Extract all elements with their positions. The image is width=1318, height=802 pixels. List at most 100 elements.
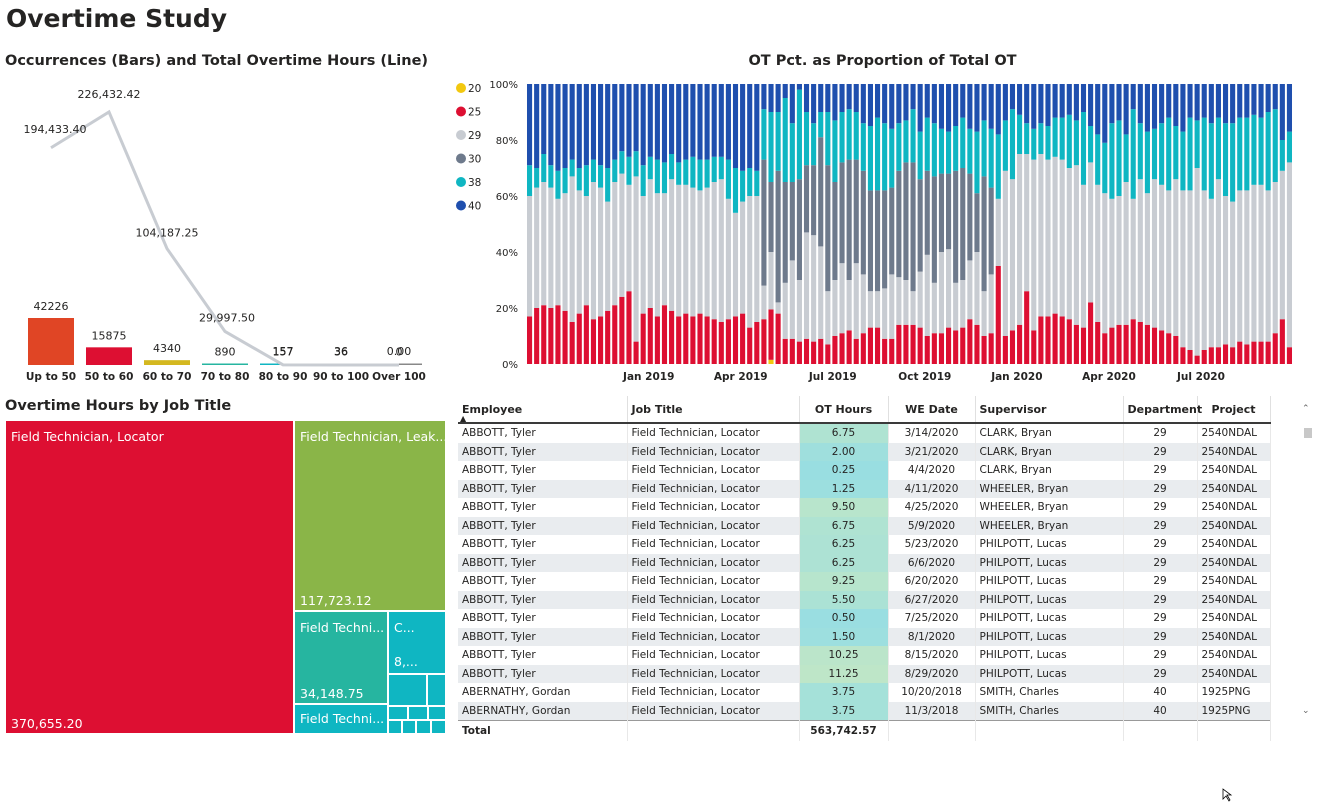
stack-segment-40[interactable]	[669, 84, 675, 154]
stack-segment-25[interactable]	[626, 291, 632, 364]
stack-segment-29[interactable]	[995, 198, 1001, 266]
stack-segment-40[interactable]	[1095, 84, 1101, 135]
table-row[interactable]: ABBOTT, Tyler Field Technician, Locator 9.…	[458, 498, 1271, 517]
stack-segment-29[interactable]	[1017, 154, 1023, 325]
treemap-tile-small[interactable]	[431, 720, 446, 734]
stack-segment-38[interactable]	[697, 159, 703, 191]
stack-segment-29[interactable]	[1052, 156, 1058, 314]
stack-segment-40[interactable]	[1017, 84, 1023, 115]
stack-segment-40[interactable]	[1009, 84, 1016, 110]
stack-segment-25[interactable]	[576, 313, 582, 364]
stack-segment-40[interactable]	[576, 84, 582, 168]
table-row[interactable]: ABBOTT, Tyler Field Technician, Locator 6.…	[458, 423, 1271, 443]
stack-segment-25[interactable]	[562, 310, 568, 364]
stack-segment-30[interactable]	[796, 179, 802, 280]
stack-segment-25[interactable]	[846, 330, 852, 364]
stack-segment-38[interactable]	[1009, 109, 1016, 180]
table-row[interactable]: ABBOTT, Tyler Field Technician, Locator 9.…	[458, 572, 1271, 591]
stack-segment-40[interactable]	[789, 84, 795, 124]
treemap-tile-technician-3[interactable]: Field Techni... 34,148.75	[294, 611, 388, 704]
stack-segment-40[interactable]	[860, 84, 866, 124]
stack-segment-40[interactable]	[782, 84, 788, 98]
stack-segment-40[interactable]	[853, 84, 859, 112]
stack-segment-40[interactable]	[661, 84, 668, 163]
stack-segment-29[interactable]	[1038, 154, 1044, 317]
stack-segment-38[interactable]	[846, 109, 852, 160]
stack-segment-29[interactable]	[711, 182, 717, 320]
stack-segment-25[interactable]	[619, 296, 625, 364]
stack-segment-25[interactable]	[669, 310, 675, 364]
stack-segment-25[interactable]	[818, 338, 824, 364]
stack-segment-25[interactable]	[917, 327, 923, 364]
stack-segment-29[interactable]	[526, 196, 533, 317]
stack-segment-38[interactable]	[917, 131, 923, 180]
stack-segment-38[interactable]	[1038, 123, 1044, 154]
stack-segment-40[interactable]	[1002, 84, 1008, 121]
stack-segment-25[interactable]	[718, 322, 724, 364]
stack-segment-40[interactable]	[1151, 84, 1158, 129]
stack-segment-29[interactable]	[818, 246, 824, 339]
stack-segment-38[interactable]	[867, 126, 873, 191]
stack-segment-25[interactable]	[1052, 313, 1058, 364]
stack-segment-30[interactable]	[803, 165, 810, 233]
stack-segment-40[interactable]	[1222, 84, 1229, 124]
stack-segment-29[interactable]	[1265, 190, 1271, 342]
stack-segment-25[interactable]	[967, 319, 973, 364]
bar-1[interactable]	[28, 318, 74, 365]
stack-segment-29[interactable]	[590, 182, 597, 320]
stack-segment-40[interactable]	[541, 84, 547, 154]
stack-segment-30[interactable]	[768, 182, 774, 252]
stack-segment-40[interactable]	[676, 84, 682, 163]
stack-segment-40[interactable]	[704, 84, 710, 160]
stack-segment-38[interactable]	[860, 123, 866, 171]
stack-segment-40[interactable]	[938, 84, 945, 129]
stack-segment-25[interactable]	[874, 327, 881, 364]
stack-segment-29[interactable]	[1123, 182, 1129, 325]
stack-segment-25[interactable]	[946, 327, 952, 364]
stack-segment-29[interactable]	[1088, 162, 1094, 303]
stack-segment-25[interactable]	[704, 316, 710, 364]
stack-segment-38[interactable]	[782, 98, 788, 182]
stack-segment-38[interactable]	[1102, 142, 1108, 194]
stack-segment-38[interactable]	[832, 120, 838, 182]
stack-segment-38[interactable]	[718, 156, 724, 180]
stack-segment-40[interactable]	[953, 84, 959, 126]
stack-segment-38[interactable]	[818, 112, 824, 138]
stack-segment-40[interactable]	[967, 84, 973, 129]
stack-segment-38[interactable]	[598, 165, 604, 188]
stack-segment-40[interactable]	[1258, 84, 1264, 118]
table-row[interactable]: ABBOTT, Tyler Field Technician, Locator 1.…	[458, 627, 1271, 646]
stack-segment-38[interactable]	[754, 170, 760, 196]
stack-segment-38[interactable]	[803, 112, 810, 166]
stack-segment-40[interactable]	[1073, 84, 1079, 121]
stack-segment-25[interactable]	[1073, 324, 1079, 364]
stack-segment-29[interactable]	[740, 201, 746, 314]
stack-segment-25[interactable]	[931, 333, 937, 364]
stack-segment-29[interactable]	[1180, 190, 1186, 348]
stack-segment-29[interactable]	[1073, 165, 1079, 325]
stack-segment-29[interactable]	[1045, 159, 1051, 317]
stack-segment-29[interactable]	[633, 176, 639, 342]
stack-segment-40[interactable]	[825, 84, 831, 112]
stack-segment-40[interactable]	[1215, 84, 1221, 118]
treemap-tile-small[interactable]	[428, 706, 446, 720]
stack-segment-38[interactable]	[647, 156, 653, 180]
stack-segment-29[interactable]	[669, 179, 675, 311]
stack-segment-25[interactable]	[988, 333, 994, 364]
stack-segment-25[interactable]	[1038, 316, 1044, 364]
stack-segment-38[interactable]	[1251, 114, 1257, 185]
stack-segment-30[interactable]	[903, 162, 909, 280]
stack-segment-25[interactable]	[853, 338, 859, 364]
stack-segment-25[interactable]	[711, 319, 717, 364]
stack-segment-29[interactable]	[882, 288, 888, 339]
stack-segment-29[interactable]	[612, 182, 618, 306]
stack-segment-38[interactable]	[967, 128, 973, 174]
stack-segment-29[interactable]	[789, 260, 795, 339]
stack-segment-38[interactable]	[1116, 120, 1122, 196]
stack-segment-38[interactable]	[1059, 117, 1065, 160]
table-row[interactable]: ABBOTT, Tyler Field Technician, Locator 0.…	[458, 461, 1271, 480]
stack-segment-40[interactable]	[1137, 84, 1143, 124]
stack-segment-29[interactable]	[811, 235, 817, 342]
stack-segment-38[interactable]	[1237, 117, 1243, 191]
job-title-treemap[interactable]: Field Technician, Locator 370,655.20 Fie…	[5, 420, 446, 734]
